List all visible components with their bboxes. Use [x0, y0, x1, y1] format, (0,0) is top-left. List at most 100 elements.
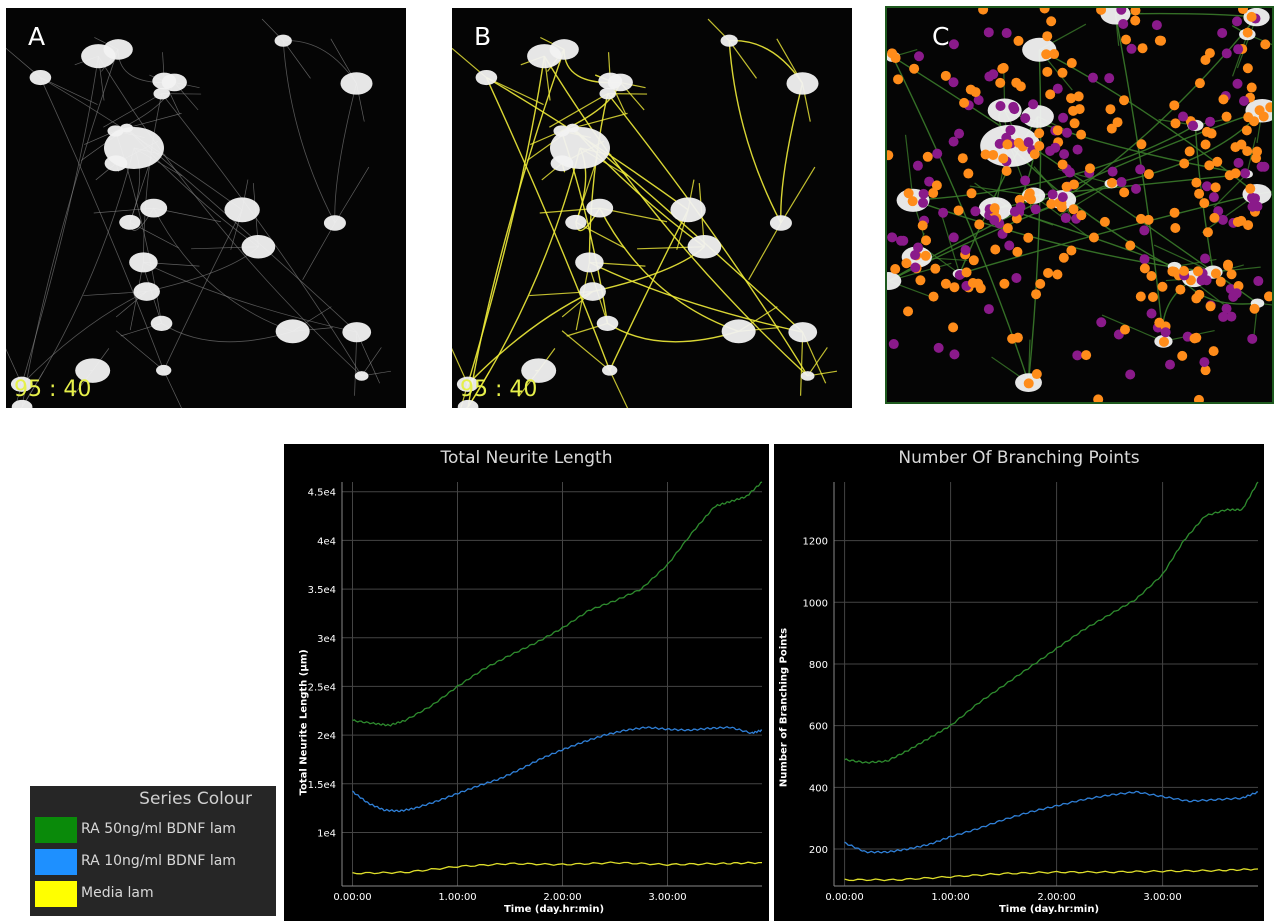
legend-swatch-green [35, 817, 77, 843]
cell-body [274, 34, 292, 47]
branch-point-dot [959, 97, 970, 108]
branch-point-dot [1158, 336, 1169, 347]
branch-point-dot [928, 291, 939, 302]
branch-point-dot [1177, 350, 1188, 361]
y-tick-label: 4.5e4 [308, 488, 336, 499]
legend-swatch-yellow [35, 881, 77, 907]
branch-point-dot [887, 48, 898, 59]
branch-point-dot [983, 304, 994, 315]
branch-point-dot [914, 51, 925, 62]
branch-point-dot [1201, 181, 1212, 192]
branch-point-dot [989, 215, 1000, 226]
branch-point-dot [932, 148, 943, 159]
x-tick-label: 1.00:00 [931, 892, 969, 903]
branch-point-dot [1184, 146, 1195, 157]
branch-point-dot [1232, 78, 1243, 89]
branch-point-dot [1041, 49, 1052, 60]
branch-point-dot [893, 74, 904, 85]
branch-point-dot [1116, 177, 1127, 188]
branch-point-dot [1221, 111, 1232, 122]
branch-point-dot [1143, 214, 1154, 225]
branch-point-dot [1146, 308, 1157, 319]
branch-point-dot [1239, 95, 1250, 106]
branch-point-dot [1023, 137, 1034, 148]
branch-point-dot [1073, 91, 1084, 102]
cell-body [769, 215, 792, 231]
cell-body [596, 315, 619, 331]
branch-point-dot [1238, 8, 1249, 15]
legend-title: Series Colour [139, 789, 252, 809]
branch-point-dot [948, 77, 959, 88]
branch-point-dot [1208, 192, 1219, 203]
branch-point-dot [1106, 123, 1117, 134]
branch-point-dot [1119, 95, 1130, 106]
cell-body [599, 87, 616, 100]
branch-point-dot [1020, 113, 1031, 124]
branch-point-dot [1099, 216, 1110, 227]
y-tick-label: 4e4 [317, 536, 336, 547]
cell-body [579, 282, 606, 301]
neurite [467, 49, 565, 408]
branch-point-dot [1088, 232, 1099, 243]
branch-point-dot [1035, 278, 1046, 289]
branch-point-dot [1047, 189, 1058, 200]
branch-point-dot [1193, 394, 1204, 402]
neurite-branch [282, 40, 311, 79]
branch-point-dot [931, 180, 942, 191]
branch-point-dot [1119, 187, 1130, 198]
branch-point-dot [1093, 394, 1104, 402]
branch-point-dot [1020, 175, 1031, 186]
branch-point-dot [1200, 54, 1211, 65]
x-tick-label: 0.00:00 [333, 892, 371, 903]
branch-point-dot [1147, 292, 1158, 303]
branch-point-dot [1031, 369, 1042, 380]
neurite [467, 290, 593, 385]
y-tick-label: 600 [809, 722, 828, 733]
branch-point-dot [1034, 140, 1045, 151]
branch-point-dot [890, 264, 901, 275]
branch-point-dot [1130, 15, 1141, 26]
branch-point-dot [918, 197, 929, 208]
cell-body [607, 73, 633, 92]
cell-body [602, 364, 618, 376]
panel-letter-b: B [474, 22, 492, 51]
branch-point-dot [1139, 263, 1150, 274]
x-tick-label: 3.00:00 [1143, 892, 1181, 903]
neurite-branch [609, 370, 629, 408]
branch-point-dot [961, 267, 972, 278]
branch-point-dot [1169, 207, 1180, 218]
micrograph-panel-b: B 95 : 40 [452, 8, 852, 408]
branch-point-dot [978, 8, 989, 15]
series-colour-legend: Series Colour RA 50ng/ml BDNF lam RA 10n… [30, 786, 276, 916]
branch-point-dot [1076, 210, 1087, 221]
branch-point-dot [1263, 291, 1272, 302]
branch-point-dot [901, 258, 912, 269]
branch-point-dot [928, 188, 939, 199]
neurite [1027, 49, 1042, 383]
branch-point-dot [1248, 194, 1259, 205]
neurite [543, 55, 809, 377]
cell-body [133, 282, 160, 301]
branch-point-dot [933, 342, 944, 353]
neurite-branch [1257, 302, 1272, 306]
branch-point-dot [1125, 240, 1136, 251]
cell-body [887, 272, 902, 290]
branch-point-dot [1013, 137, 1024, 148]
neurite [1009, 145, 1195, 280]
legend-item-ra50: RA 50ng/ml BDNF lam [35, 817, 275, 843]
branch-point-dot [974, 219, 985, 230]
cell-body [521, 358, 557, 383]
neurite-branch [572, 112, 628, 129]
chart-total-neurite-length: Total Neurite Length 0.00:00 1.00:00 2.00:… [284, 444, 769, 921]
panel-letter-a: A [28, 22, 46, 51]
branch-point-dot [1087, 72, 1098, 83]
branch-point-dot [1085, 163, 1096, 174]
branch-point-dot [1226, 269, 1237, 280]
neurite [609, 209, 689, 371]
micrograph-b-image [452, 18, 838, 408]
branch-point-dot [1209, 212, 1220, 223]
branch-point-dot [1210, 268, 1221, 279]
branch-point-dot [1014, 194, 1025, 205]
branch-point-dot [1240, 168, 1251, 179]
neurite [161, 93, 362, 377]
